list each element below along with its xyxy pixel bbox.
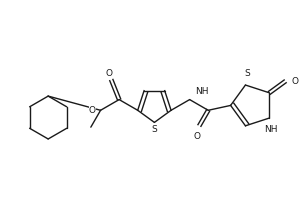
Text: O: O — [292, 77, 299, 86]
Text: O: O — [89, 106, 96, 115]
Text: O: O — [106, 69, 113, 78]
Text: S: S — [152, 125, 157, 134]
Text: NH: NH — [265, 125, 278, 134]
Text: NH: NH — [196, 87, 209, 96]
Text: S: S — [244, 69, 250, 78]
Text: O: O — [194, 132, 201, 141]
